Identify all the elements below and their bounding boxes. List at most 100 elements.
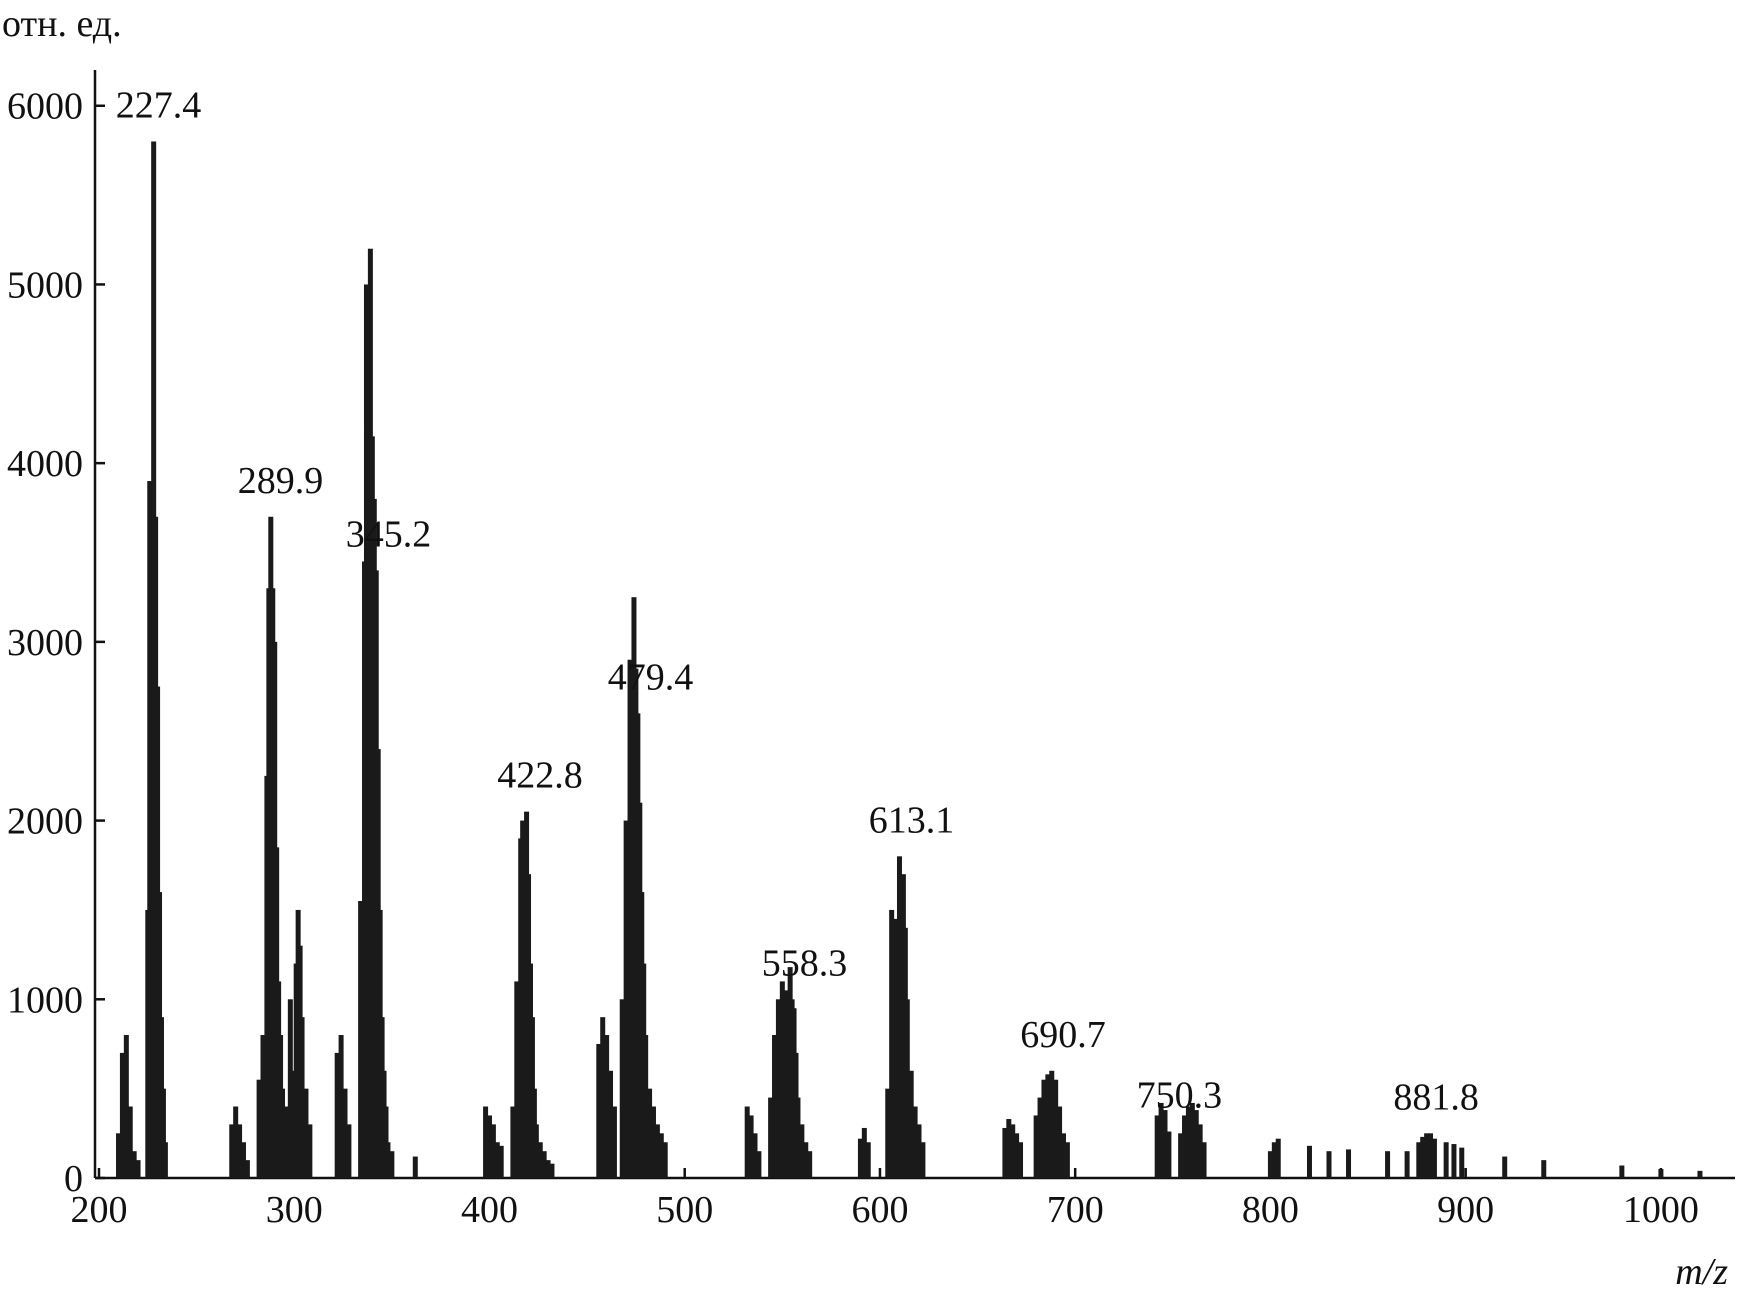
spectrum-bar: [1420, 1136, 1426, 1178]
spectrum-bar: [119, 1052, 125, 1178]
spectrum-bar: [1697, 1170, 1703, 1178]
spectrum-bar: [260, 1035, 266, 1178]
spectrum-bar: [160, 1088, 166, 1178]
spectrum-bar: [1197, 1124, 1203, 1178]
spectrum-bar: [1385, 1151, 1391, 1178]
spectrum-bar: [123, 1035, 129, 1178]
spectrum-bar: [775, 999, 781, 1178]
spectrum-bar: [611, 1106, 617, 1178]
spectrum-bar: [1006, 1119, 1012, 1178]
y-tick-label: 6000: [7, 86, 83, 128]
spectrum-bar: [908, 1070, 914, 1178]
peak-label: 690.7: [1020, 1014, 1106, 1056]
spectrum-bar: [650, 1106, 656, 1178]
spectrum-bar: [896, 856, 902, 1178]
spectrum-bar: [127, 1106, 133, 1178]
spectrum-bar: [1275, 1138, 1281, 1178]
spectrum-bar: [116, 1133, 122, 1178]
spectrum-bar: [135, 1160, 141, 1178]
spectrum-bar: [1193, 1110, 1199, 1178]
x-tick-label: 600: [851, 1189, 908, 1231]
spectrum-bar: [1502, 1156, 1508, 1178]
spectrum-bar: [748, 1115, 754, 1178]
x-tick-label: 300: [266, 1189, 323, 1231]
spectrum-bar: [643, 1035, 649, 1178]
spectrum-bar: [1189, 1102, 1195, 1178]
spectrum-bar: [658, 1133, 664, 1178]
spectrum-bar: [299, 1017, 305, 1178]
spectrum-bar: [1182, 1115, 1188, 1178]
axes: [93, 70, 1735, 1180]
spectrum-bar: [1619, 1165, 1625, 1178]
spectrum-bar: [1010, 1124, 1016, 1178]
spectrum-bar: [1416, 1142, 1422, 1178]
spectrum-bar: [483, 1106, 489, 1178]
y-tick-label: 3000: [7, 622, 83, 664]
spectrum-bar: [1162, 1110, 1168, 1178]
peak-label: 289.9: [238, 460, 324, 502]
peak-label: 479.4: [608, 656, 694, 698]
x-tick-label: 500: [656, 1189, 713, 1231]
spectrum-bar: [1057, 1106, 1063, 1178]
spectrum-bar: [494, 1142, 500, 1178]
y-tick-label: 1000: [7, 979, 83, 1021]
spectrum-bar: [545, 1160, 551, 1178]
spectrum-bar: [604, 1035, 610, 1178]
peak-labels: 227.4 289.9 345.2 422.8 479.4 558.3 613.1 690.7…: [116, 84, 1479, 1118]
spectrum-bar: [1018, 1142, 1024, 1178]
spectrum-bar: [287, 999, 293, 1178]
spectrum-bar: [1002, 1127, 1008, 1178]
spectrum-bar: [916, 1124, 922, 1178]
spectrum-bar: [1541, 1160, 1547, 1178]
spectrum-bar: [662, 1142, 668, 1178]
spectrum-bar: [1443, 1142, 1449, 1178]
spectrum-bar: [920, 1142, 926, 1178]
spectrum-bar: [514, 981, 520, 1178]
spectrum-bar: [1178, 1133, 1184, 1178]
spectrum-bar: [1201, 1142, 1207, 1178]
spectrum-bar: [533, 1124, 539, 1178]
spectrum-bar: [608, 1070, 614, 1178]
spectrum-bar: [1428, 1133, 1434, 1178]
spectrum-bar: [280, 1088, 286, 1178]
x-tick-label: 400: [461, 1189, 518, 1231]
x-ticks: 200 300 400 500 600 700 800 900 1000: [71, 1168, 1699, 1231]
peak-label: 750.3: [1137, 1075, 1223, 1117]
x-axis-title: m/z: [1675, 1251, 1728, 1293]
spectrum-bar: [1041, 1079, 1047, 1178]
spectrum-bar: [233, 1106, 239, 1178]
spectrum-bars: [116, 141, 1703, 1179]
spectrum-bar: [1064, 1142, 1070, 1178]
spectrum-bar: [1158, 1102, 1164, 1178]
spectrum-bar: [1451, 1144, 1457, 1178]
spectrum-bar: [803, 1142, 809, 1178]
spectrum-bar: [799, 1124, 805, 1178]
spectrum-bar: [744, 1106, 750, 1178]
spectrum-bar: [1404, 1151, 1410, 1178]
spectrum-bar: [490, 1124, 496, 1178]
spectrum-bar: [889, 909, 895, 1178]
spectrum-bar: [256, 1079, 262, 1178]
spectrum-bar: [358, 901, 364, 1178]
spectrum-bar: [596, 1043, 602, 1178]
spectrum-bar: [1459, 1147, 1465, 1178]
spectrum-bar: [1049, 1070, 1055, 1178]
peak-label: 422.8: [497, 755, 583, 797]
spectrum-bar: [486, 1115, 492, 1178]
spectrum-bar: [1166, 1131, 1172, 1178]
spectrum-bar: [1154, 1115, 1160, 1178]
spectrum-bar: [1045, 1074, 1051, 1178]
y-tick-label: 5000: [7, 264, 83, 306]
spectrum-bar: [623, 820, 629, 1178]
spectrum-bar: [807, 1151, 813, 1178]
spectrum-bar: [131, 1151, 137, 1178]
spectrum-bar: [307, 1124, 313, 1178]
x-tick-label: 200: [71, 1189, 128, 1231]
spectrum-bar: [885, 1088, 891, 1178]
spectrum-bar: [783, 990, 789, 1178]
spectrum-bar: [385, 1142, 391, 1178]
x-tick-label: 1000: [1623, 1189, 1699, 1231]
spectrum-bar: [1060, 1133, 1066, 1178]
spectrum-bar: [1424, 1133, 1430, 1178]
